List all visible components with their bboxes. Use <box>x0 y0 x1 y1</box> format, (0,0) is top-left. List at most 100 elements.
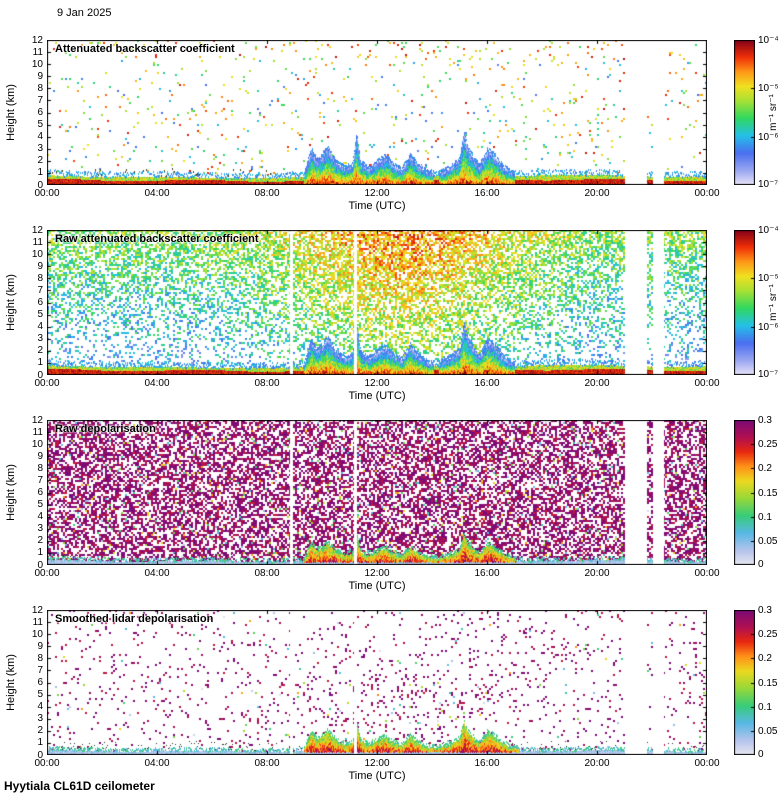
x-tick-label: 04:00 <box>144 568 170 579</box>
heatmap-canvas-raw-depolarisation <box>47 420 707 565</box>
y-tick-label: 0 <box>37 750 43 761</box>
date-label: 9 Jan 2025 <box>57 7 112 19</box>
y-tick-label: 4 <box>37 131 43 142</box>
x-axis-label: Time (UTC) <box>348 200 406 212</box>
panel-smoothed-lidar-depolarisation: Smoothed lidar depolarisation Height (km… <box>0 605 780 800</box>
y-tick-label: 7 <box>37 475 43 486</box>
y-tick-label: 12 <box>31 35 43 46</box>
y-tick-label: 9 <box>37 261 43 272</box>
x-tick-label: 08:00 <box>254 188 280 199</box>
colorbar-canvas <box>734 610 755 755</box>
y-tick-label: 1 <box>37 547 43 558</box>
x-tick-label: 00:00 <box>694 188 720 199</box>
colorbar-tick-label: 10⁻⁶ <box>758 322 779 333</box>
x-tick-label: 00:00 <box>34 568 60 579</box>
colorbar-tick-label: 0.05 <box>758 536 778 547</box>
y-tick-label: 5 <box>37 309 43 320</box>
colorbar-tick-label: 0 <box>758 749 764 760</box>
colorbar-tick-label: 10⁻⁴ <box>758 225 779 236</box>
colorbar-tick-labels: 0.3 0.25 0.2 0.15 0.1 0.05 0 <box>758 606 780 760</box>
y-tick-label: 4 <box>37 511 43 522</box>
y-tick-label: 5 <box>37 499 43 510</box>
y-tick-label: 5 <box>37 119 43 130</box>
x-tick-label: 08:00 <box>254 378 280 389</box>
plot-title: Attenuated backscatter coefficient <box>55 43 235 55</box>
colorbar-tick-label: 0.15 <box>758 678 778 689</box>
colorbar-tick-label: 0.25 <box>758 439 778 450</box>
colorbar-tick-label: 0.25 <box>758 629 778 640</box>
colorbar-tick-label: 0.3 <box>758 415 772 426</box>
x-tick-label: 12:00 <box>364 378 390 389</box>
x-tick-label: 00:00 <box>694 378 720 389</box>
y-tick-label: 9 <box>37 451 43 462</box>
y-tick-label: 1 <box>37 737 43 748</box>
x-tick-label: 16:00 <box>474 568 500 579</box>
colorbar-unit-label <box>768 610 780 755</box>
x-tick-label: 00:00 <box>34 378 60 389</box>
x-axis-label: Time (UTC) <box>348 390 406 402</box>
y-tick-label: 11 <box>32 47 43 58</box>
colorbar-tick-labels: 0.3 0.25 0.2 0.15 0.1 0.05 0 <box>758 416 780 570</box>
colorbar-tick-label: 10⁻⁷ <box>758 369 779 380</box>
y-tick-label: 10 <box>31 59 43 70</box>
y-tick-label: 1 <box>37 167 43 178</box>
y-tick-label: 12 <box>31 225 43 236</box>
y-tick-label: 3 <box>37 143 43 154</box>
y-tick-label: 10 <box>31 439 43 450</box>
heatmap-canvas-raw-attenuated-backscatter <box>47 230 707 375</box>
y-tick-label: 4 <box>37 321 43 332</box>
x-tick-label: 04:00 <box>144 378 170 389</box>
footer-instrument-label: Hyytiala CL61D ceilometer <box>4 779 155 793</box>
x-tick-label: 20:00 <box>584 568 610 579</box>
x-tick-label: 00:00 <box>694 568 720 579</box>
y-tick-label: 6 <box>37 487 43 498</box>
colorbar-tick-label: 10⁻⁵ <box>758 83 779 94</box>
colorbar-tick-label: 0.05 <box>758 726 778 737</box>
y-tick-label: 1 <box>37 357 43 368</box>
x-tick-label: 12:00 <box>364 568 390 579</box>
plot-title: Smoothed lidar depolarisation <box>55 613 214 625</box>
y-tick-label: 5 <box>37 689 43 700</box>
panel-attenuated-backscatter: Attenuated backscatter coefficient Heigh… <box>0 35 780 230</box>
y-tick-label: 2 <box>37 535 43 546</box>
y-tick-label: 2 <box>37 155 43 166</box>
colorbar-unit-label: m⁻¹ sr⁻¹ <box>768 94 779 131</box>
x-tick-label: 00:00 <box>694 758 720 769</box>
y-tick-label: 8 <box>37 463 43 474</box>
y-tick-label: 4 <box>37 701 43 712</box>
y-tick-label: 8 <box>37 273 43 284</box>
y-tick-label: 10 <box>31 249 43 260</box>
colorbar-tick-label: 0.1 <box>758 702 772 713</box>
y-tick-label: 9 <box>37 71 43 82</box>
y-tick-label: 7 <box>37 95 43 106</box>
x-tick-label: 20:00 <box>584 758 610 769</box>
x-axis-label: Time (UTC) <box>348 580 406 592</box>
colorbar-unit-label <box>768 420 780 565</box>
heatmap-canvas-smoothed-lidar-depolarisation <box>47 610 707 755</box>
y-tick-label: 2 <box>37 725 43 736</box>
x-tick-label: 20:00 <box>584 188 610 199</box>
plot-title: Raw depolarisation <box>55 423 156 435</box>
y-tick-label: 11 <box>32 617 43 628</box>
y-tick-label: 8 <box>37 83 43 94</box>
heatmap-canvas-attenuated-backscatter <box>47 40 707 185</box>
colorbar-tick-labels: 10⁻⁴ 10⁻⁵ 10⁻⁶ 10⁻⁷ <box>758 36 780 190</box>
x-tick-label: 04:00 <box>144 188 170 199</box>
x-tick-label: 08:00 <box>254 568 280 579</box>
y-tick-label: 0 <box>37 560 43 571</box>
y-tick-label: 6 <box>37 107 43 118</box>
colorbar-tick-labels: 10⁻⁴ 10⁻⁵ 10⁻⁶ 10⁻⁷ <box>758 226 780 380</box>
x-tick-label: 00:00 <box>34 188 60 199</box>
x-tick-label: 08:00 <box>254 758 280 769</box>
y-tick-label: 7 <box>37 665 43 676</box>
x-tick-label: 16:00 <box>474 758 500 769</box>
x-tick-label: 16:00 <box>474 378 500 389</box>
y-tick-label: 3 <box>37 523 43 534</box>
colorbar-tick-label: 0.2 <box>758 463 772 474</box>
x-tick-label: 00:00 <box>34 758 60 769</box>
x-tick-label: 20:00 <box>584 378 610 389</box>
x-tick-label: 12:00 <box>364 188 390 199</box>
colorbar-tick-label: 0.1 <box>758 512 772 523</box>
y-tick-label: 6 <box>37 677 43 688</box>
x-tick-label: 04:00 <box>144 758 170 769</box>
